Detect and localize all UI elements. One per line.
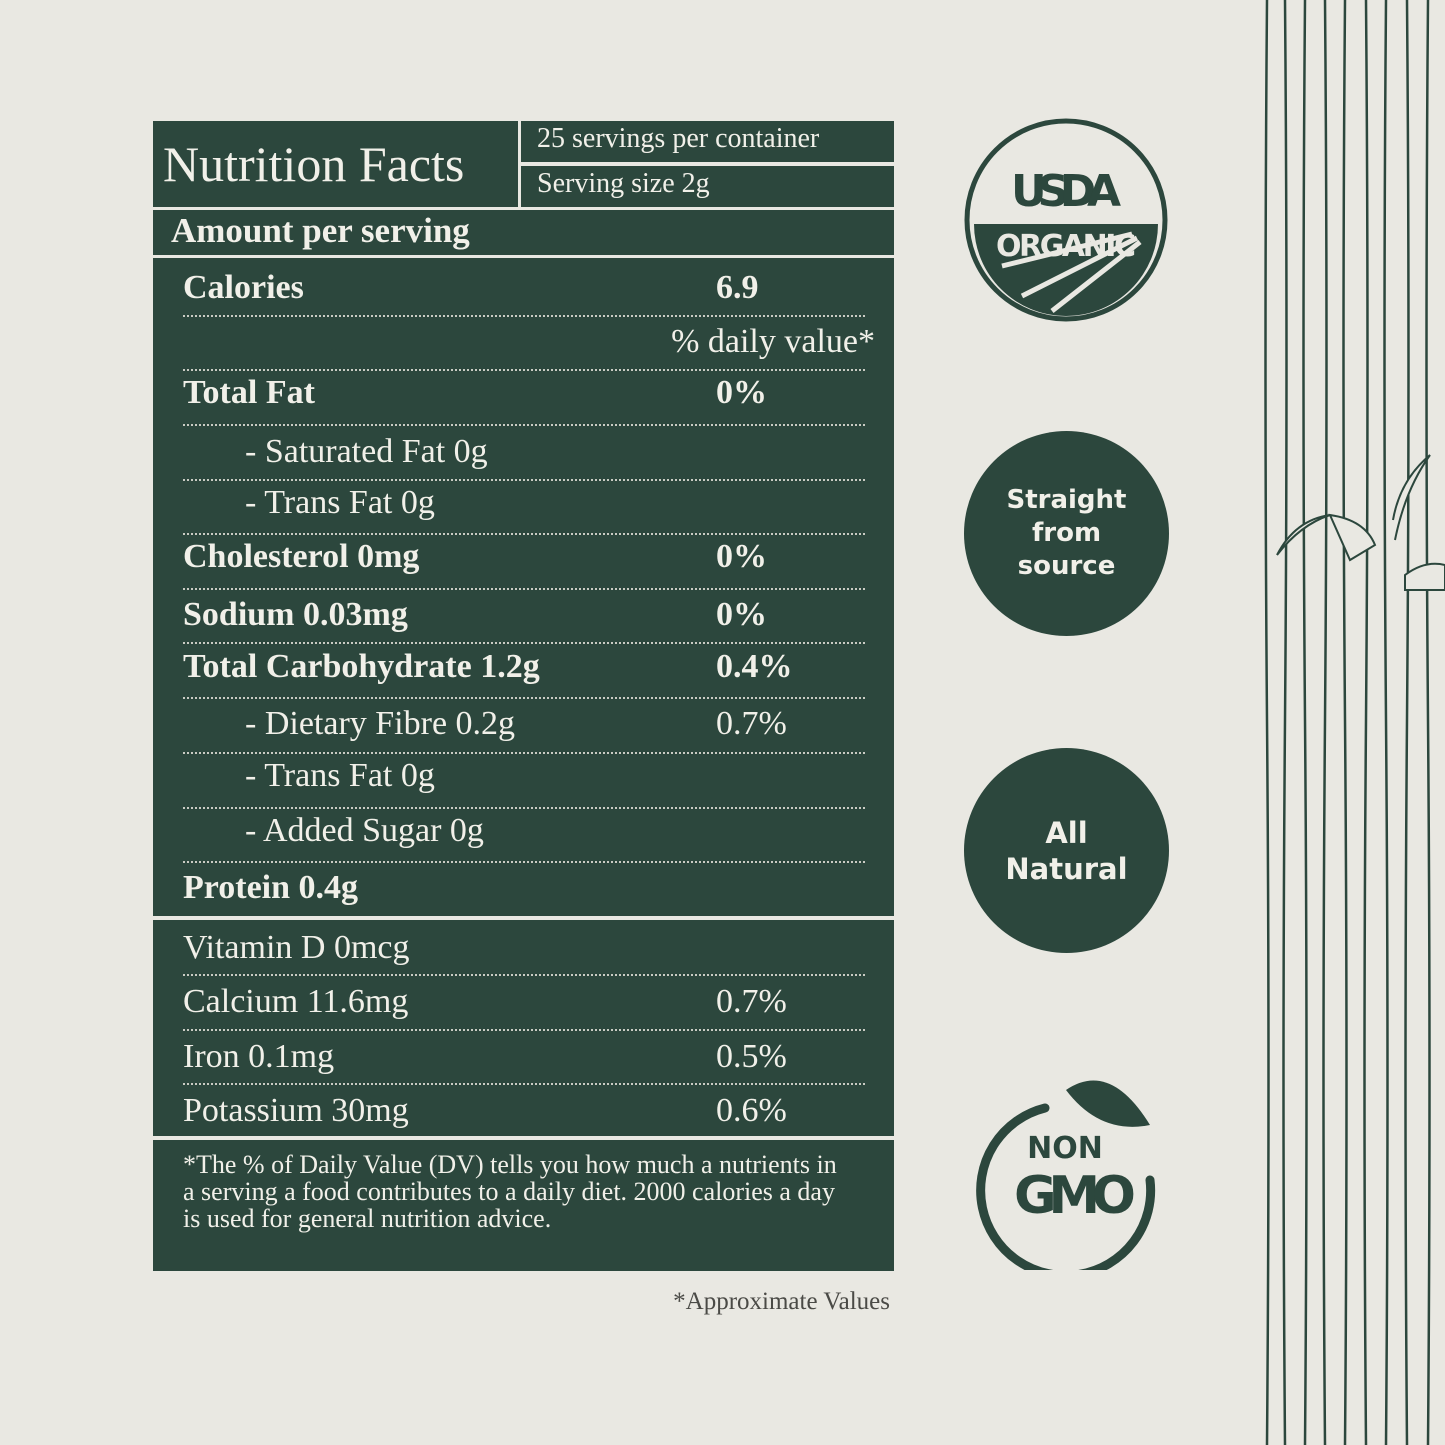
badge-line: source [1017,551,1116,581]
nutrient-row: - Added Sugar 0g [183,803,865,858]
nutrient-row: Cholesterol 0mg 0% [183,529,865,584]
bamboo-leaf [1276,454,1445,591]
badge-line: Straight [1006,485,1127,515]
nutrient-label: - Added Sugar 0g [245,811,484,849]
bamboo-stalk [1302,0,1308,1445]
nutrient-value: 0.5% [716,1037,787,1075]
nutrient-row: Vitamin D 0mcg [183,920,865,975]
bamboo-stalk [1363,0,1369,1445]
nutrient-value: 6.9 [716,268,759,306]
row-divider [183,642,865,644]
row-divider [183,424,865,426]
badge-line: All [1045,815,1088,850]
nutrient-row: - Trans Fat 0g [183,748,865,803]
nutrition-facts-title: Nutrition Facts [153,121,518,207]
nutrient-value: 0.4% [716,647,793,685]
badge-line: from [1031,518,1102,548]
bamboo-stalk [1342,0,1348,1445]
bamboo-stalk [1404,0,1410,1445]
nutrient-row: Iron 0.1mg 0.5% [183,1029,865,1084]
nutrient-value: 0.7% [716,983,787,1020]
nutrient-label: % daily value* [671,322,875,360]
row-divider [183,479,865,481]
nutrient-value: 0% [716,537,767,575]
nutrient-label: Sodium 0.03mg [183,595,408,633]
nutrient-label: - Saturated Fat 0g [245,432,488,470]
nutrient-row: Total Carbohydrate 1.2g 0.4% [183,639,865,694]
vitamin-table: Vitamin D 0mcg Calcium 11.6mg 0.7% Iron 0.1… [153,920,894,1136]
straight-from-source-badge: Straight from source [964,431,1169,636]
row-divider [183,861,865,863]
row-divider [183,315,865,317]
daily-value-footnote: *The % of Daily Value (DV) tells you how… [153,1140,894,1271]
bamboo-illustration [1264,0,1445,1445]
nutrient-row: % daily value* [183,314,875,369]
nutrient-label: - Trans Fat 0g [245,483,435,521]
nutrient-label: Potassium 30mg [183,1092,409,1129]
nutrient-label: Vitamin D 0mcg [183,928,410,966]
amount-per-serving: Amount per serving [153,210,894,255]
bamboo-stalk [1282,0,1288,1445]
non-gmo-seal: NON GMO [976,1080,1156,1270]
bamboo-stalk [1425,0,1431,1445]
gmo-text: GMO [1014,1166,1136,1226]
usda-organic-seal: USDA ORGANIC [964,118,1168,322]
nutrient-label: - Trans Fat 0g [245,756,435,794]
nutrient-label: Total Fat [183,373,315,411]
bamboo-stalk [1322,0,1328,1445]
nutrient-label: Total Carbohydrate 1.2g [183,647,540,685]
row-divider [183,807,865,809]
all-natural-badge: All Natural [964,748,1169,953]
nutrient-row: - Dietary Fibre 0.2g 0.7% [183,696,865,751]
serving-size: Serving size 2g [521,166,894,207]
badge-line: Natural [1005,851,1128,886]
nutrient-label: Cholesterol 0mg [183,537,420,575]
row-divider [183,1028,865,1031]
row-divider [183,974,865,976]
bamboo-stalk [1264,0,1270,1445]
nutrient-value: 0.6% [716,1092,787,1129]
nutrient-table: Calories 6.9 % daily value* Total Fat 0% - Sa… [153,258,894,916]
nutrient-row: Calcium 11.6mg 0.7% [183,975,865,1030]
nutrient-row: - Saturated Fat 0g [183,424,865,479]
nutrient-label: Protein 0.4g [183,868,359,906]
nutrient-label: Iron 0.1mg [183,1037,335,1075]
nutrient-label: Calories [183,268,304,306]
nutrient-value: 0% [716,373,767,411]
row-divider [183,752,865,754]
bamboo-stalk [1383,0,1389,1445]
servings-per-container: 25 servings per container [521,121,894,162]
organic-text: ORGANIC [996,229,1136,264]
nutrient-value: 0.7% [716,704,787,742]
nutrient-row: Sodium 0.03mg 0% [183,587,865,642]
nutrient-row: Protein 0.4g [183,860,865,915]
nutrient-row: - Trans Fat 0g [183,475,865,530]
nutrient-row: Calories 6.9 [183,260,865,315]
approximate-values-note: *Approximate Values [673,1288,890,1315]
non-text: NON [1027,1131,1103,1166]
usda-text: USDA [1011,166,1121,217]
row-divider [183,533,865,535]
nutrient-label: - Dietary Fibre 0.2g [245,704,516,742]
nutrient-row: Potassium 30mg 0.6% [183,1084,865,1139]
nutrient-row: Total Fat 0% [183,365,865,420]
nutrient-value: 0% [716,595,767,633]
leaf-icon [1066,1080,1150,1127]
row-divider [183,588,865,590]
row-divider [183,697,865,699]
row-divider [183,1083,865,1085]
nutrient-label: Calcium 11.6mg [183,983,409,1020]
row-divider [183,369,865,371]
